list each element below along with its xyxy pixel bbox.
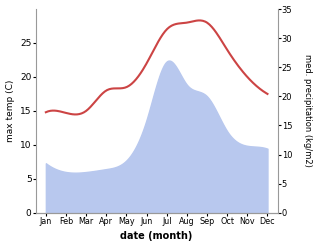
Y-axis label: med. precipitation (kg/m2): med. precipitation (kg/m2): [303, 54, 313, 167]
X-axis label: date (month): date (month): [121, 231, 193, 242]
Y-axis label: max temp (C): max temp (C): [5, 80, 15, 142]
